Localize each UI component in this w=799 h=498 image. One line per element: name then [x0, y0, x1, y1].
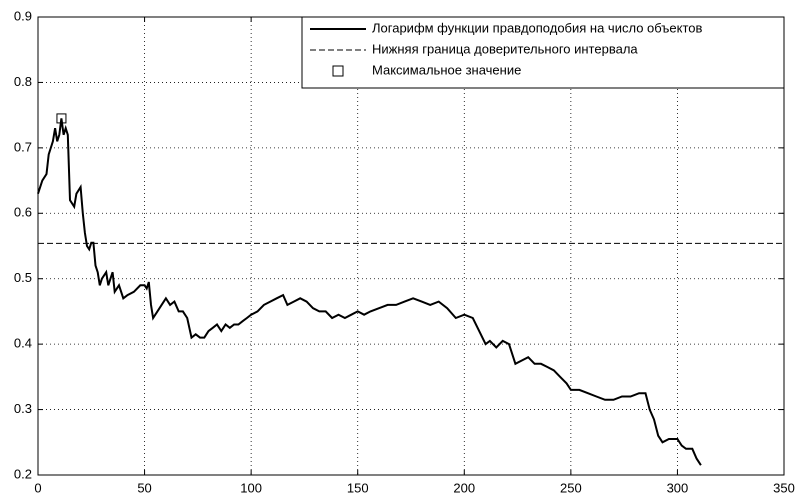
legend-swatch: [332, 65, 344, 77]
marker: [56, 113, 67, 124]
x-tick-label: 0: [34, 480, 41, 495]
y-tick-label: 0.5: [14, 270, 32, 285]
x-tick-label: 150: [347, 480, 369, 495]
plot-area: [38, 17, 784, 475]
legend-label: Максимальное значение: [372, 62, 521, 77]
y-tick-label: 0.6: [14, 205, 32, 220]
y-tick-label: 0.2: [14, 466, 32, 481]
y-tick-label: 0.4: [14, 336, 32, 351]
x-tick-label: 100: [240, 480, 262, 495]
y-tick-label: 0.7: [14, 139, 32, 154]
legend-label: Нижняя граница доверительного интервала: [372, 41, 638, 56]
legend-box: [301, 16, 785, 89]
x-tick-label: 200: [453, 480, 475, 495]
x-tick-label: 250: [560, 480, 582, 495]
x-tick-label: 350: [773, 480, 795, 495]
line-series: [37, 118, 702, 466]
x-tick-label: 50: [137, 480, 151, 495]
y-tick-label: 0.9: [14, 8, 32, 23]
y-tick-label: 0.3: [14, 401, 32, 416]
legend-label: Логарифм функции правдоподобия на число …: [372, 20, 703, 35]
x-tick-label: 300: [667, 480, 689, 495]
y-tick-label: 0.8: [14, 74, 32, 89]
